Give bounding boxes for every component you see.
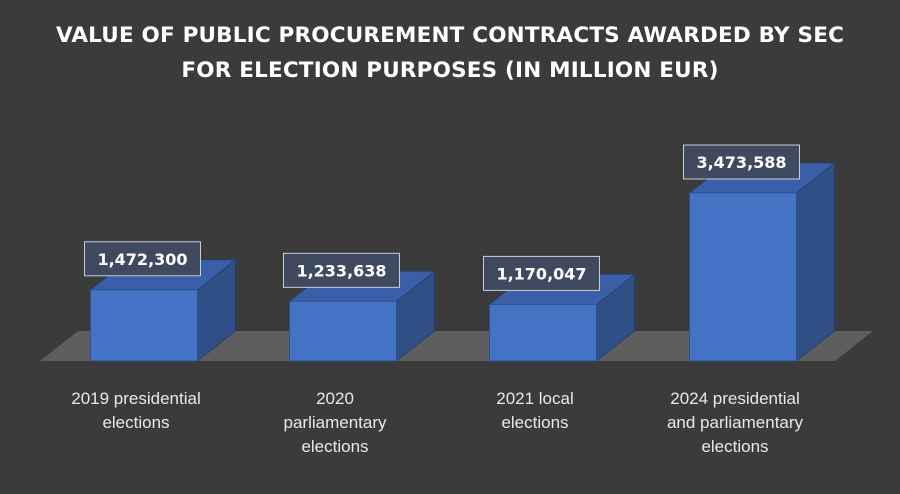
bar-front (489, 304, 597, 362)
bar-4 (688, 162, 836, 362)
data-label-box (84, 241, 201, 277)
data-label-1: 1,472,300 (84, 241, 201, 277)
data-label-box (683, 144, 800, 180)
chart-floor (40, 331, 873, 361)
data-label-2: 1,233,638 (283, 252, 400, 288)
category-label-1: 2019 presidential elections (71, 389, 200, 432)
data-label-box (483, 255, 600, 291)
chart-title: VALUE OF PUBLIC PROCUREMENT CONTRACTS AW… (0, 18, 900, 88)
category-label-2: 2020 parliamentary elections (284, 389, 387, 456)
chart-title-line-2: FOR ELECTION PURPOSES (IN MILLION EUR) (181, 58, 719, 83)
category-label-3: 2021 local elections (496, 389, 574, 432)
data-label-text: 1,472,300 (97, 250, 187, 269)
data-label-3: 1,170,047 (483, 255, 600, 291)
data-label-text: 3,473,588 (696, 153, 786, 172)
data-label-text: 1,233,638 (296, 261, 386, 280)
data-label-4: 3,473,588 (683, 144, 800, 180)
bar-front (90, 289, 198, 362)
bar-front (689, 192, 797, 362)
bar-side (796, 162, 835, 362)
data-label-text: 1,170,047 (496, 264, 586, 283)
bar-front (289, 300, 397, 362)
data-label-box (283, 252, 400, 288)
category-label-4: 2024 presidential and parliamentary electi… (667, 389, 804, 456)
chart-title-line-1: VALUE OF PUBLIC PROCUREMENT CONTRACTS AW… (55, 23, 845, 48)
